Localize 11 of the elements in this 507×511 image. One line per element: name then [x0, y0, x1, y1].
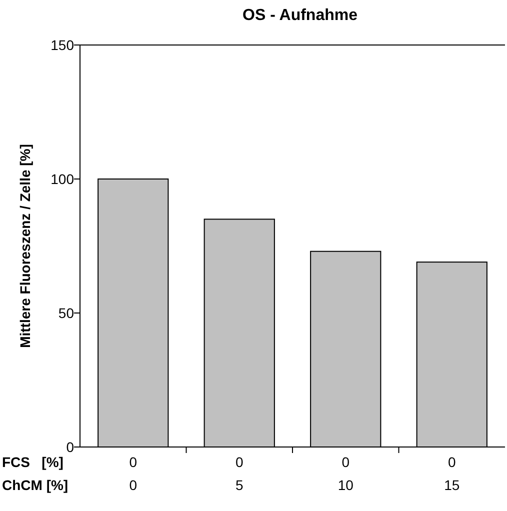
chart-title: OS - Aufnahme — [242, 7, 358, 24]
y-axis-title: Mittlere Fluoreszenz / Zelle [%] — [17, 144, 33, 348]
y-tick-label: 150 — [50, 36, 74, 53]
y-tick-label: 0 — [66, 438, 74, 455]
x-tick-label: 0 5 — [235, 454, 244, 493]
y-tick-label: 50 — [58, 304, 74, 321]
x-axis-title: FCS [%] ChCM [%] — [2, 454, 68, 493]
x-tick-label: 0 15 — [444, 454, 460, 493]
x-tick-label: 0 0 — [129, 454, 138, 493]
y-tick-label: 100 — [50, 170, 74, 187]
x-tick-label: 0 10 — [338, 454, 354, 493]
